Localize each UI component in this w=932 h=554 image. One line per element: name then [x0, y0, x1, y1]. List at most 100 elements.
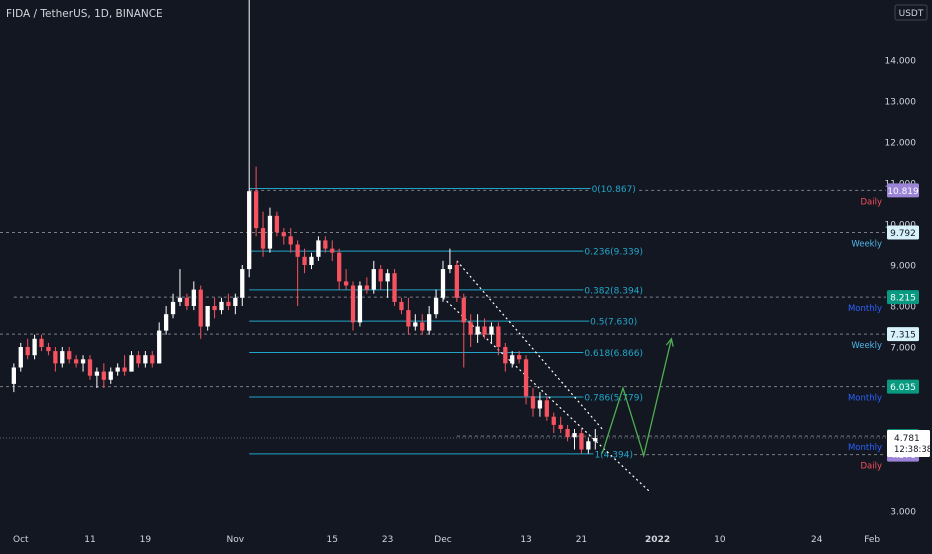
candle-body	[586, 441, 591, 450]
candle	[150, 351, 155, 368]
candle	[115, 363, 120, 376]
candle	[385, 269, 390, 298]
candle-body	[558, 424, 563, 429]
price-badge-label: 7.315	[890, 331, 916, 341]
fib-label: 1(4.394)	[594, 450, 633, 460]
fib-label-bg	[583, 348, 644, 359]
candle	[440, 260, 446, 302]
x-tick-label: 11	[84, 535, 95, 545]
candle-body	[385, 273, 390, 282]
fib-label: 0.786(5.779)	[584, 394, 643, 404]
candle-body	[510, 355, 515, 364]
y-tick-label: 12.000	[885, 139, 917, 149]
candle	[447, 248, 453, 274]
y-tick-label: 14.000	[885, 57, 917, 67]
fib-label: 0.618(6.866)	[584, 349, 643, 359]
candle-body	[350, 285, 356, 323]
candle	[205, 306, 210, 331]
candle-body	[503, 347, 508, 364]
candle-body	[274, 215, 280, 233]
candle-body	[371, 269, 376, 290]
y-tick-label: 10.000	[885, 221, 917, 231]
x-tick-label: Feb	[864, 535, 880, 545]
y-tick-label: 3.000	[890, 508, 916, 518]
candle	[101, 363, 106, 388]
candle-body	[475, 326, 480, 335]
candle-body	[267, 215, 273, 249]
candle-body	[489, 326, 494, 335]
y-tick-label: 8.000	[890, 303, 916, 313]
candle	[191, 281, 196, 311]
candle-body	[253, 191, 259, 229]
candle	[503, 342, 508, 372]
candle	[122, 355, 127, 376]
price-badge	[887, 183, 919, 198]
fib-label-bg	[583, 393, 644, 404]
fib-label-bg	[583, 286, 644, 297]
level-tag: Monthly	[848, 304, 882, 314]
candle-body	[572, 433, 577, 438]
candle	[233, 293, 238, 315]
candle-body	[226, 301, 231, 306]
currency-label: USDT	[899, 9, 924, 19]
candle-body	[25, 347, 30, 356]
candle-body	[281, 232, 286, 237]
candle-body	[94, 371, 100, 376]
candle-body	[143, 355, 148, 364]
candle-body	[295, 244, 300, 257]
candle	[364, 277, 370, 294]
candle	[143, 351, 148, 368]
x-tick-label: 24	[811, 535, 823, 545]
candle-body	[163, 314, 169, 331]
candle	[46, 342, 51, 356]
currency-badge[interactable]	[894, 4, 928, 21]
level-tag: Weekly	[851, 240, 882, 250]
candle	[170, 293, 176, 319]
candle	[267, 207, 273, 253]
fib-label: 0.236(9.339)	[584, 248, 643, 258]
x-tick-label: Dec	[434, 535, 451, 545]
candle-body	[323, 240, 328, 249]
x-tick-label: Nov	[227, 535, 245, 545]
candle-body	[129, 355, 134, 372]
candle	[586, 437, 591, 454]
candle-body	[11, 367, 16, 384]
candle	[516, 351, 522, 364]
price-badge	[887, 327, 919, 342]
candle	[413, 314, 418, 331]
x-tick-label: Oct	[13, 535, 29, 545]
candle-body	[406, 310, 411, 327]
candle-body	[530, 396, 536, 409]
level-tag: Monthly	[848, 394, 882, 404]
candle	[163, 306, 169, 335]
price-badge	[887, 225, 919, 240]
candle	[454, 260, 459, 302]
candle	[136, 351, 141, 368]
candle-body	[440, 269, 446, 298]
candle-body	[343, 281, 349, 286]
candle	[53, 347, 58, 372]
candle-body	[115, 367, 120, 372]
candle-body	[136, 355, 141, 364]
candle-body	[122, 367, 127, 372]
candle-body	[108, 371, 113, 380]
candle-body	[212, 306, 217, 311]
candle-body	[53, 351, 58, 364]
y-tick-label: 9.000	[890, 262, 916, 272]
candle	[212, 297, 217, 319]
candle-body	[177, 297, 183, 302]
candle	[274, 211, 280, 237]
candle-body	[170, 301, 176, 315]
candle	[302, 248, 307, 274]
candle-body	[593, 438, 598, 442]
candle-body	[60, 351, 65, 364]
candle	[461, 293, 466, 368]
candle-body	[516, 355, 522, 360]
candle-body	[468, 322, 473, 335]
candle-body	[413, 322, 418, 327]
candle	[129, 351, 134, 372]
candle-body	[219, 301, 224, 311]
candle-body	[247, 191, 252, 270]
